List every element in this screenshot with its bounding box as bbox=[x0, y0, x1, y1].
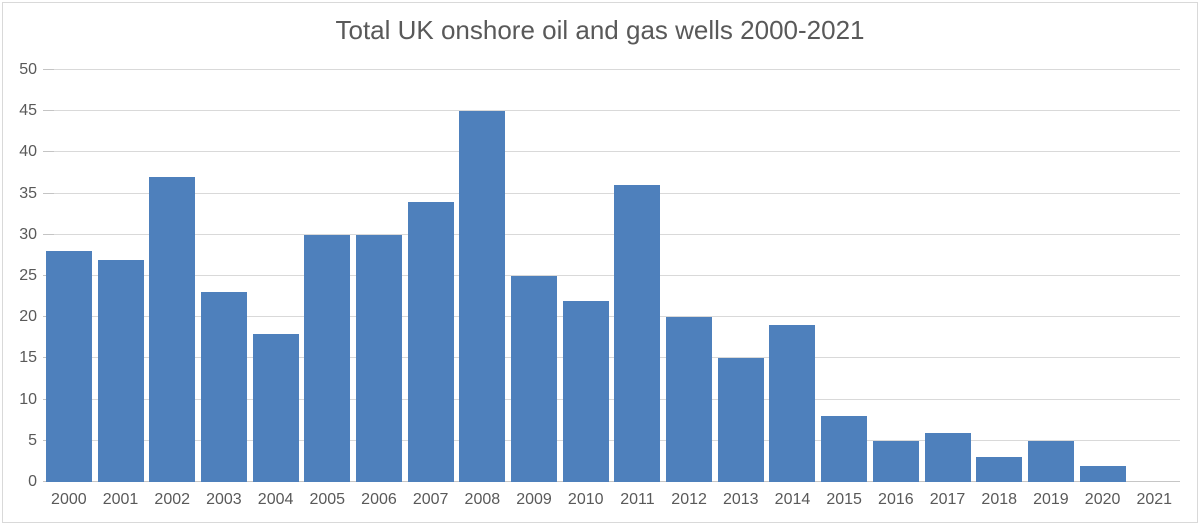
bar-slot bbox=[508, 70, 560, 482]
x-tick-label: 2014 bbox=[774, 491, 811, 508]
x-tick-label: 2015 bbox=[826, 491, 862, 508]
x-tick-label: 2021 bbox=[1136, 491, 1173, 508]
bar-2010 bbox=[562, 300, 609, 482]
bar-2000 bbox=[45, 251, 92, 482]
y-tick-label: 40 bbox=[19, 143, 37, 161]
gridline bbox=[43, 69, 1180, 70]
bar-2002 bbox=[149, 177, 196, 482]
x-tick-label: 2009 bbox=[516, 491, 552, 508]
bar-slot bbox=[870, 70, 922, 482]
bar-slot bbox=[1025, 70, 1077, 482]
bar-slot bbox=[198, 70, 250, 482]
bar-2013 bbox=[717, 358, 764, 482]
bar-slot bbox=[818, 70, 870, 482]
y-tick-label: 25 bbox=[19, 267, 37, 284]
bar-2004 bbox=[252, 333, 299, 482]
bar-2008 bbox=[459, 111, 506, 482]
x-tick-label: 2007 bbox=[412, 491, 449, 508]
bar-slot bbox=[43, 70, 95, 482]
x-tick-label: 2019 bbox=[1033, 491, 1069, 508]
bar-2009 bbox=[511, 276, 558, 482]
x-tick-label: 2005 bbox=[309, 491, 346, 508]
bar-2001 bbox=[97, 259, 144, 482]
x-tick-label: 2016 bbox=[878, 491, 914, 508]
y-tick-label: 15 bbox=[19, 349, 37, 367]
x-tick-label: 2018 bbox=[981, 491, 1018, 508]
y-tick-label: 20 bbox=[19, 308, 37, 326]
bar-2019 bbox=[1027, 440, 1074, 482]
x-tick-label: 2012 bbox=[671, 491, 707, 508]
y-tick-label: 35 bbox=[19, 184, 37, 202]
chart-title: Total UK onshore oil and gas wells 2000-… bbox=[335, 15, 865, 45]
bar-slot bbox=[1128, 70, 1180, 482]
y-tick-label: 0 bbox=[28, 473, 37, 490]
bar-slot bbox=[767, 70, 819, 482]
x-tick-label: 2010 bbox=[567, 491, 604, 508]
plot-area bbox=[43, 69, 1180, 482]
y-tick-label: 5 bbox=[28, 431, 37, 449]
bar-2011 bbox=[614, 185, 661, 482]
bar-slot bbox=[560, 70, 612, 482]
bar-2015 bbox=[821, 416, 868, 482]
bar-2007 bbox=[407, 201, 454, 482]
y-tick-label: 10 bbox=[19, 390, 37, 408]
bar-slot bbox=[663, 70, 715, 482]
x-tick-label: 2011 bbox=[620, 491, 655, 508]
x-tick-label: 2020 bbox=[1084, 491, 1121, 508]
bar-slot bbox=[146, 70, 198, 482]
gridline bbox=[43, 233, 1180, 235]
bar-2003 bbox=[200, 292, 247, 482]
x-tick-label: 2017 bbox=[929, 491, 966, 508]
x-tick-label: 2013 bbox=[722, 491, 759, 508]
y-axis-labels: 0 5 10 15 20 25 30 35 40 45 50 bbox=[7, 62, 37, 490]
y-tick-label: 50 bbox=[19, 61, 37, 78]
bar-slot bbox=[301, 70, 353, 482]
bar-series bbox=[43, 70, 1180, 482]
bar-slot bbox=[457, 70, 509, 482]
bar-slot bbox=[95, 70, 147, 482]
x-axis-labels: 2000 2001 2002 2003 2004 2005 2006 2007 2008 2009… bbox=[43, 492, 1180, 508]
x-tick-label: 2004 bbox=[257, 491, 294, 508]
bar-2014 bbox=[769, 325, 816, 482]
x-tick-label: 2003 bbox=[206, 491, 242, 508]
x-tick-label: 2006 bbox=[361, 491, 397, 508]
bar-2017 bbox=[924, 432, 971, 482]
bar-slot bbox=[1077, 70, 1129, 482]
bar-2018 bbox=[976, 457, 1023, 482]
bar-slot bbox=[353, 70, 405, 482]
bar-slot bbox=[612, 70, 664, 482]
bar-slot bbox=[922, 70, 974, 482]
gridline bbox=[43, 151, 1180, 153]
bar-slot bbox=[405, 70, 457, 482]
bar-slot bbox=[973, 70, 1025, 482]
bar-2020 bbox=[1079, 465, 1126, 482]
x-tick-label: 2002 bbox=[154, 491, 191, 508]
bar-2016 bbox=[872, 440, 919, 482]
x-tick-label: 2000 bbox=[51, 491, 87, 508]
x-tick-label: 2008 bbox=[464, 491, 501, 508]
bar-2006 bbox=[355, 234, 402, 482]
bar-slot bbox=[250, 70, 302, 482]
gridline bbox=[43, 192, 1180, 194]
bar-2012 bbox=[666, 317, 713, 482]
y-tick-label: 30 bbox=[19, 225, 37, 243]
x-tick-label: 2001 bbox=[102, 491, 139, 508]
y-tick-label: 45 bbox=[19, 102, 37, 120]
bar-2005 bbox=[304, 234, 351, 482]
bar-slot bbox=[715, 70, 767, 482]
gridline bbox=[43, 110, 1180, 112]
